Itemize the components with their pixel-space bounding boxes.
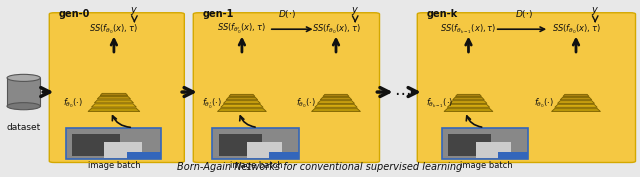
Polygon shape — [97, 96, 131, 99]
Text: $f_{\theta_0}(\cdot)$: $f_{\theta_0}(\cdot)$ — [534, 97, 554, 110]
Bar — [448, 134, 492, 156]
Polygon shape — [94, 100, 134, 103]
Polygon shape — [552, 108, 600, 112]
Text: $SS(f_{\theta_{k-1}}(x), \tau)$: $SS(f_{\theta_{k-1}}(x), \tau)$ — [440, 22, 497, 36]
Polygon shape — [444, 108, 493, 112]
Bar — [72, 134, 120, 156]
FancyBboxPatch shape — [193, 13, 380, 162]
Text: $f_{\theta_{k-1}}(\cdot)$: $f_{\theta_{k-1}}(\cdot)$ — [426, 97, 453, 110]
Polygon shape — [218, 108, 266, 112]
Text: $y$: $y$ — [591, 5, 599, 17]
Bar — [476, 142, 511, 158]
Polygon shape — [221, 104, 263, 107]
Polygon shape — [100, 93, 128, 96]
Bar — [247, 142, 282, 158]
Text: image batch: image batch — [460, 161, 513, 170]
Text: $f_{\theta_0}(\cdot)$: $f_{\theta_0}(\cdot)$ — [63, 97, 83, 110]
Text: image batch: image batch — [88, 161, 140, 170]
Polygon shape — [223, 101, 260, 103]
Text: $f_{\theta_0^{\prime}}(\cdot)$: $f_{\theta_0^{\prime}}(\cdot)$ — [202, 96, 221, 111]
Bar — [127, 152, 161, 159]
Polygon shape — [315, 104, 357, 107]
Polygon shape — [229, 94, 255, 96]
Text: $SS(f_{\theta_0^{\prime}}(x), \tau)$: $SS(f_{\theta_0^{\prime}}(x), \tau)$ — [218, 22, 266, 36]
Polygon shape — [312, 108, 360, 112]
Bar — [269, 152, 299, 159]
Polygon shape — [88, 108, 140, 112]
Text: gen-1: gen-1 — [203, 9, 234, 19]
Polygon shape — [92, 104, 136, 107]
Ellipse shape — [7, 74, 40, 81]
Polygon shape — [323, 94, 349, 96]
Polygon shape — [452, 97, 484, 100]
Text: image batch: image batch — [230, 161, 282, 170]
FancyBboxPatch shape — [417, 13, 636, 162]
Text: $y$: $y$ — [351, 5, 359, 17]
Text: $SS(f_{\theta_0}(x), \tau)$: $SS(f_{\theta_0}(x), \tau)$ — [90, 22, 138, 36]
Polygon shape — [226, 97, 258, 100]
Polygon shape — [563, 94, 589, 96]
FancyBboxPatch shape — [212, 128, 299, 159]
Bar — [7, 78, 40, 106]
FancyBboxPatch shape — [66, 128, 161, 159]
Text: dataset: dataset — [6, 123, 41, 132]
Text: $\cdots$: $\cdots$ — [394, 83, 410, 101]
Text: $D(\cdot)$: $D(\cdot)$ — [278, 8, 296, 20]
Polygon shape — [555, 104, 597, 107]
Bar — [104, 142, 141, 158]
Polygon shape — [317, 101, 355, 103]
Polygon shape — [447, 104, 490, 107]
Text: $D(\cdot)$: $D(\cdot)$ — [515, 8, 532, 20]
Text: $y$: $y$ — [131, 5, 138, 17]
Text: gen-0: gen-0 — [59, 9, 90, 19]
Polygon shape — [557, 101, 595, 103]
Text: Born-Again Networks for conventional supervised learning: Born-Again Networks for conventional sup… — [177, 162, 463, 172]
Bar — [498, 152, 528, 159]
FancyBboxPatch shape — [49, 13, 184, 162]
FancyBboxPatch shape — [442, 128, 528, 159]
Ellipse shape — [7, 103, 40, 110]
Text: $SS(f_{\theta_0}(x), \tau)$: $SS(f_{\theta_0}(x), \tau)$ — [312, 22, 360, 36]
Text: gen-k: gen-k — [427, 9, 458, 19]
Polygon shape — [320, 97, 352, 100]
Text: $SS(f_{\theta_0}(x), \tau)$: $SS(f_{\theta_0}(x), \tau)$ — [552, 22, 600, 36]
Polygon shape — [456, 94, 481, 96]
Polygon shape — [450, 101, 487, 103]
Text: $f_{\theta_0}(\cdot)$: $f_{\theta_0}(\cdot)$ — [296, 97, 316, 110]
Polygon shape — [560, 97, 592, 100]
Bar — [219, 134, 262, 156]
